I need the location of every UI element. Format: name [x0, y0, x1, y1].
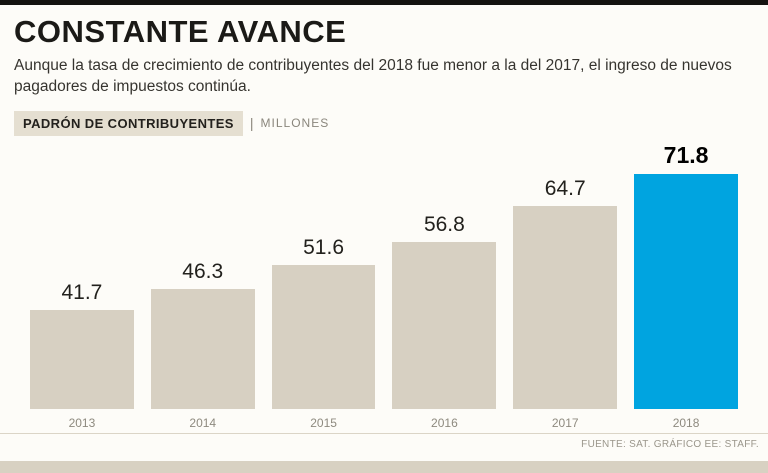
bar-2014: [150, 288, 255, 409]
x-axis-label: 2017: [551, 415, 579, 430]
bar-column: 56.8 2016: [392, 140, 497, 430]
bottom-strip: [0, 461, 768, 473]
infographic: CONSTANTE AVANCE Aunque la tasa de creci…: [0, 5, 768, 430]
x-axis-label: 2016: [431, 415, 458, 430]
top-border: [0, 0, 768, 5]
x-axis-label: 2013: [68, 415, 96, 430]
kicker-separator: |: [249, 115, 254, 132]
bar-column: 46.3 2014: [150, 140, 255, 430]
chart-header: PADRÓN DE CONTRIBUYENTES | MILLONES: [14, 110, 754, 136]
source-credit: FUENTE: SAT. GRÁFICO EE: STAFF.: [0, 432, 768, 454]
chart-unit-label: MILLONES: [260, 116, 330, 131]
bar-value-label: 46.3: [182, 259, 224, 283]
bar-chart: 41.7 2013 46.3 2014 51.6 2015 56.8 2016 64.7 2017…: [30, 140, 738, 430]
x-axis-label: 2015: [310, 415, 337, 430]
bar-2016: [392, 241, 497, 409]
x-axis-label: 2014: [189, 415, 217, 430]
bar-2017: [513, 205, 618, 409]
subtitle: Aunque la tasa de crecimiento de contrib…: [14, 57, 732, 96]
bar-value-label: 71.8: [663, 141, 709, 168]
bar-column: 51.6 2015: [271, 140, 376, 430]
chart-kicker-label: PADRÓN DE CONTRIBUYENTES: [14, 110, 243, 136]
bar-2018: [634, 173, 738, 409]
bar-2013: [30, 309, 134, 409]
bar-2015: [271, 264, 376, 409]
bar-column: 41.7 2013: [30, 140, 134, 430]
bar-column: 71.8 2018: [634, 140, 738, 430]
bar-value-label: 64.7: [544, 176, 586, 200]
bar-value-label: 56.8: [423, 212, 465, 236]
x-axis-label: 2018: [672, 415, 700, 430]
bar-column: 64.7 2017: [513, 140, 618, 430]
page-title: CONSTANTE AVANCE: [14, 14, 347, 49]
bar-value-label: 41.7: [61, 280, 103, 304]
bar-value-label: 51.6: [303, 235, 344, 259]
